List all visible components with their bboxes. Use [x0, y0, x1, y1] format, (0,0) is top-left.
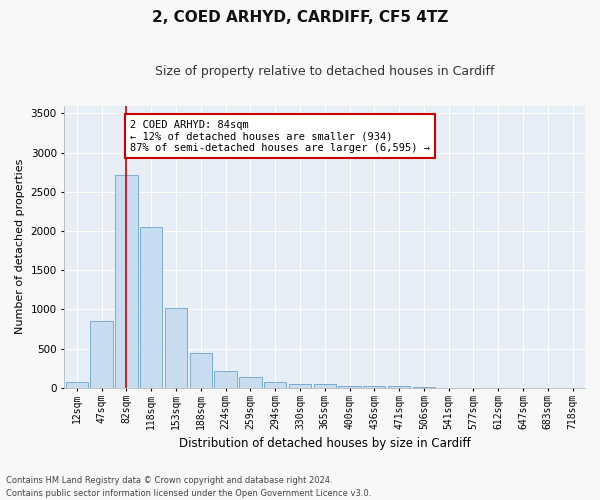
Bar [115, 174, 137, 388]
Text: Contains HM Land Registry data © Crown copyright and database right 2024.
Contai: Contains HM Land Registry data © Crown c… [6, 476, 371, 498]
X-axis label: Distribution of detached houses by size in Cardiff: Distribution of detached houses by size … [179, 437, 470, 450]
Bar [165, 308, 187, 388]
Bar [264, 382, 286, 388]
Bar [388, 386, 410, 388]
Bar [65, 382, 88, 388]
Bar [363, 386, 385, 388]
Bar [314, 384, 336, 388]
Text: 2, COED ARHYD, CARDIFF, CF5 4TZ: 2, COED ARHYD, CARDIFF, CF5 4TZ [152, 10, 448, 25]
Bar [91, 321, 113, 388]
Bar [289, 384, 311, 388]
Bar [239, 377, 262, 388]
Bar [214, 372, 237, 388]
Title: Size of property relative to detached houses in Cardiff: Size of property relative to detached ho… [155, 65, 494, 78]
Y-axis label: Number of detached properties: Number of detached properties [15, 159, 25, 334]
Text: 2 COED ARHYD: 84sqm
← 12% of detached houses are smaller (934)
87% of semi-detac: 2 COED ARHYD: 84sqm ← 12% of detached ho… [130, 120, 430, 153]
Bar [190, 352, 212, 388]
Bar [338, 386, 361, 388]
Bar [140, 227, 163, 388]
